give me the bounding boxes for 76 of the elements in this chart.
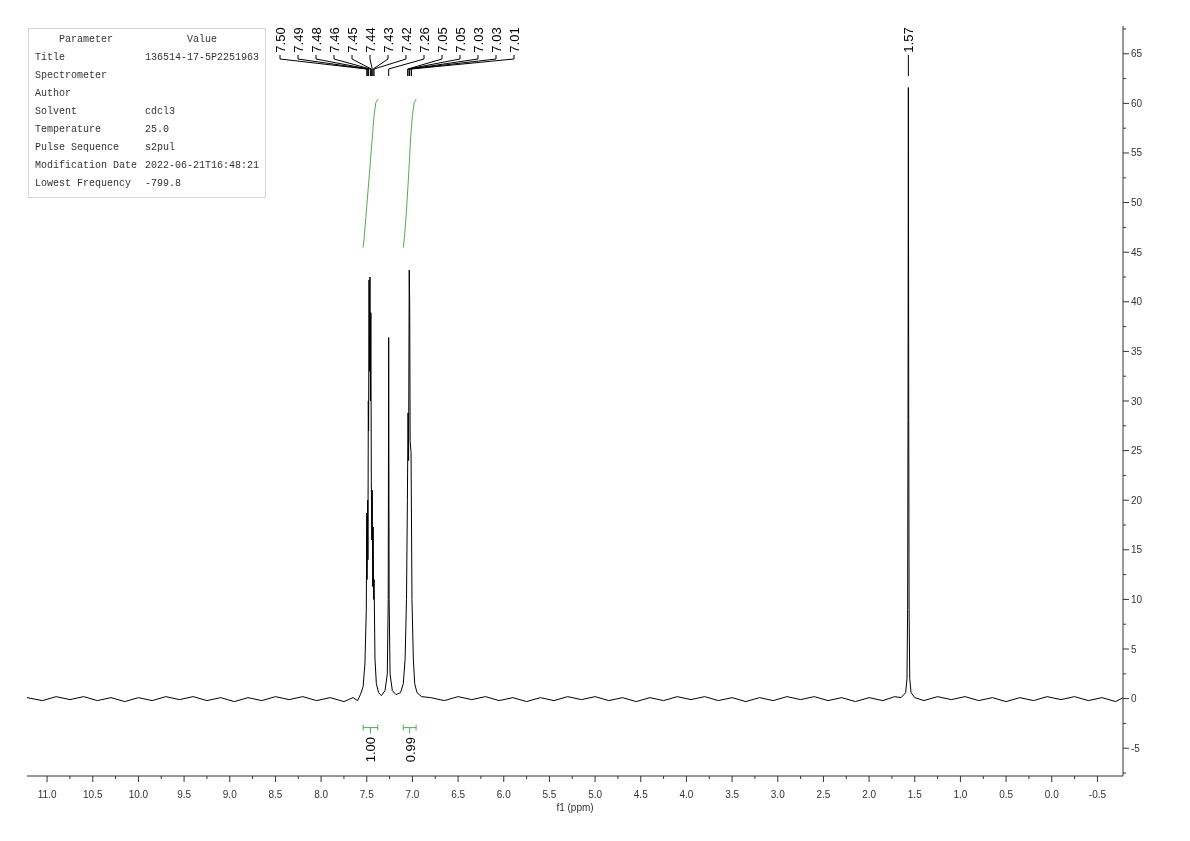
annotation: 7.03 xyxy=(470,27,486,53)
category-label: Author xyxy=(35,88,72,99)
y-tick-label: 30 xyxy=(1131,395,1143,407)
category-label: Pulse Sequence xyxy=(35,142,120,153)
line-series xyxy=(362,98,379,248)
x-tick-label: 9.5 xyxy=(177,788,192,800)
y-tick-label: 60 xyxy=(1131,97,1143,109)
category-label: Value xyxy=(186,33,219,47)
annotation: 7.05 xyxy=(434,27,450,53)
text: 2022-06-21T16:48:21 xyxy=(145,160,260,171)
x-tick-label: 7.5 xyxy=(359,788,375,800)
x-tick-label: 4.0 xyxy=(679,788,694,800)
x-tick-label: 2.5 xyxy=(816,788,831,800)
x-tick-label: 0.0 xyxy=(1044,788,1060,800)
text: 25.0 xyxy=(145,124,170,135)
annotation: 7.50 xyxy=(272,27,288,53)
category-label: Title xyxy=(35,52,66,63)
x-tick-label: 1.5 xyxy=(907,788,923,800)
y-tick-label: 0 xyxy=(1131,693,1137,705)
line-series xyxy=(402,98,417,248)
category-label: Temperature xyxy=(35,124,102,135)
annotation: 7.44 xyxy=(362,27,378,53)
text: 136514-17-5P2251963 xyxy=(145,52,260,63)
y-tick-label: 40 xyxy=(1131,296,1143,308)
x-tick-label: 8.5 xyxy=(268,788,283,800)
category-label: Spectrometer xyxy=(35,70,108,81)
line-series xyxy=(27,87,1123,703)
x-tick-label: 0.5 xyxy=(999,788,1014,800)
annotation: 7.05 xyxy=(452,27,468,53)
y-tick-label: 20 xyxy=(1131,494,1143,506)
text: s2pul xyxy=(145,142,176,153)
y-tick-label: 45 xyxy=(1131,246,1143,258)
x-tick-label: 5.0 xyxy=(588,788,603,800)
annotation: 1.57 xyxy=(900,27,916,53)
y-tick-label: 50 xyxy=(1131,197,1143,209)
x-axis-title: f1 (ppm) xyxy=(556,801,594,813)
category-label: Lowest Frequency xyxy=(35,178,132,189)
x-tick-label: 10.5 xyxy=(83,788,103,800)
x-tick-label: 4.5 xyxy=(633,788,649,800)
annotation: 7.49 xyxy=(290,27,306,53)
x-tick-label: 3.5 xyxy=(725,788,740,800)
x-tick-label: -0.5 xyxy=(1088,788,1107,800)
y-tick-label: 65 xyxy=(1131,48,1143,60)
annotation: 7.26 xyxy=(416,27,432,53)
annotation: 7.03 xyxy=(488,27,504,53)
annotation: 7.46 xyxy=(326,27,342,53)
x-tick-label: 8.0 xyxy=(314,788,329,800)
x-tick-label: 1.0 xyxy=(953,788,968,800)
x-tick-label: 6.5 xyxy=(451,788,466,800)
annotation: 7.42 xyxy=(398,27,414,53)
y-tick-label: -5 xyxy=(1131,742,1141,754)
x-tick-label: 2.0 xyxy=(862,788,877,800)
annotation: 7.01 xyxy=(506,27,522,53)
category-label: Parameter xyxy=(58,33,114,47)
x-tick-label: 6.0 xyxy=(496,788,512,800)
x-tick-label: 10.0 xyxy=(128,788,149,800)
text: -799.8 xyxy=(145,178,182,189)
annotation: 0.99 xyxy=(402,736,418,763)
y-tick-label: 25 xyxy=(1131,445,1143,457)
category-label: Solvent xyxy=(35,106,78,117)
text: cdcl3 xyxy=(145,106,176,117)
annotation: 7.45 xyxy=(344,27,360,53)
category-label: Modification Date xyxy=(35,160,138,171)
x-tick-label: 5.5 xyxy=(542,788,557,800)
x-tick-label: 3.0 xyxy=(770,788,786,800)
annotation: 1.00 xyxy=(362,736,378,763)
x-tick-label: 11.0 xyxy=(37,788,57,800)
y-tick-label: 35 xyxy=(1131,345,1143,357)
x-tick-label: 9.0 xyxy=(222,788,238,800)
y-tick-label: 10 xyxy=(1131,593,1143,605)
annotation: 7.48 xyxy=(308,27,324,53)
y-tick-label: 55 xyxy=(1131,147,1143,159)
x-tick-label: 7.0 xyxy=(405,788,420,800)
annotation: 7.43 xyxy=(380,27,396,53)
y-tick-label: 5 xyxy=(1131,643,1137,655)
y-tick-label: 15 xyxy=(1131,544,1143,556)
